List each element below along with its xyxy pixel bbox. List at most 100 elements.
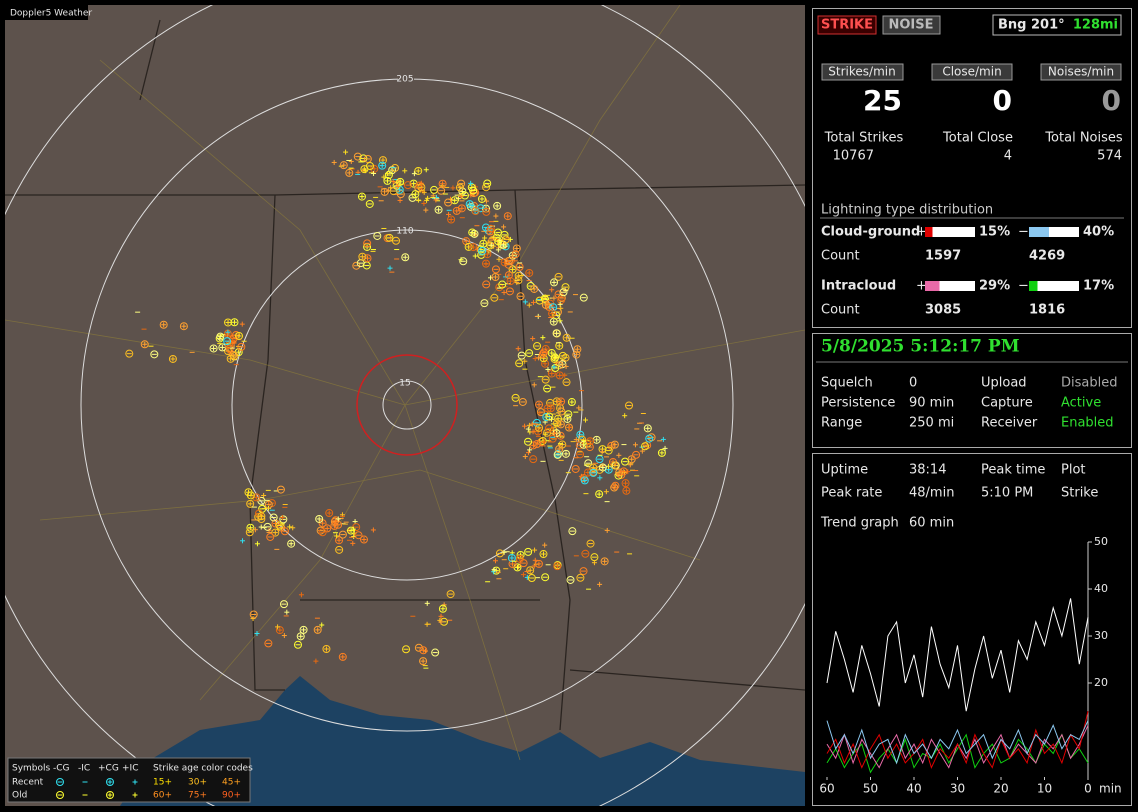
strike bbox=[354, 531, 363, 540]
strike-button-label[interactable]: STRIKE bbox=[821, 18, 873, 33]
strike bbox=[660, 436, 666, 442]
noise-button[interactable] bbox=[882, 15, 941, 35]
strike-ring bbox=[541, 300, 550, 309]
strike bbox=[468, 180, 474, 186]
sign: − bbox=[1018, 225, 1029, 240]
noise-button-label[interactable]: NOISE bbox=[888, 18, 933, 33]
strike bbox=[459, 257, 468, 266]
strike bbox=[266, 532, 275, 541]
strike bbox=[423, 207, 429, 213]
strike bbox=[279, 515, 285, 521]
strike-ring bbox=[492, 566, 501, 575]
strike bbox=[419, 646, 428, 655]
strike-ring bbox=[555, 361, 564, 370]
strike-ring bbox=[576, 573, 585, 582]
strike-ring bbox=[246, 499, 255, 508]
strike-ring bbox=[498, 280, 507, 289]
strike bbox=[555, 371, 564, 380]
legend-age: 90+ bbox=[222, 791, 241, 801]
strike bbox=[397, 197, 403, 203]
gulf bbox=[120, 676, 805, 806]
legend-type: +CG bbox=[98, 764, 119, 774]
strike-ring bbox=[419, 646, 428, 655]
strike bbox=[249, 610, 258, 619]
strike-ring bbox=[481, 223, 490, 232]
strike bbox=[298, 592, 304, 598]
strike bbox=[511, 393, 520, 402]
x-tick-label: 50 bbox=[863, 782, 878, 796]
strike bbox=[557, 301, 563, 307]
strike-ring bbox=[580, 476, 589, 485]
strike-ring bbox=[584, 459, 593, 468]
strike bbox=[539, 348, 548, 357]
strike bbox=[598, 463, 607, 472]
strike bbox=[245, 528, 254, 537]
strike-ring bbox=[271, 519, 280, 528]
strike bbox=[525, 450, 531, 456]
strike bbox=[471, 207, 480, 216]
legend-type: -IC bbox=[78, 764, 90, 774]
trend-line bbox=[826, 720, 1089, 765]
strike bbox=[535, 296, 544, 305]
percent: 15% bbox=[979, 225, 1010, 240]
strike-ring bbox=[287, 539, 296, 548]
strike-ring bbox=[363, 254, 372, 263]
strike bbox=[515, 554, 524, 563]
rate-label: Close/min bbox=[942, 65, 1001, 79]
strike-ring bbox=[540, 294, 549, 303]
strike bbox=[226, 354, 235, 363]
strike bbox=[524, 547, 533, 556]
strike-ring bbox=[313, 625, 322, 634]
strike bbox=[526, 566, 535, 575]
strike-ring bbox=[495, 283, 504, 292]
legend-age: 75+ bbox=[188, 791, 207, 801]
strike bbox=[483, 179, 492, 188]
strike bbox=[284, 609, 290, 615]
strike bbox=[446, 211, 452, 217]
strike bbox=[106, 791, 114, 799]
strike-ring bbox=[444, 198, 453, 207]
strike-ring bbox=[557, 296, 566, 305]
strike-ring bbox=[539, 348, 548, 357]
strike bbox=[339, 161, 348, 170]
strike bbox=[599, 449, 605, 455]
strike bbox=[582, 417, 588, 423]
strike bbox=[619, 467, 628, 476]
strike-ring bbox=[56, 791, 64, 799]
strike bbox=[591, 560, 597, 566]
strike bbox=[545, 367, 551, 373]
strike bbox=[258, 524, 264, 530]
strike-ring bbox=[539, 354, 548, 363]
strike-ring bbox=[370, 164, 379, 173]
strike-ring bbox=[402, 645, 411, 654]
strike-ring bbox=[396, 177, 405, 186]
strike bbox=[401, 253, 410, 262]
strike bbox=[568, 527, 577, 536]
strike bbox=[254, 630, 260, 636]
ring-label: 205 bbox=[396, 75, 413, 85]
strike-ring bbox=[516, 292, 525, 301]
strike bbox=[330, 521, 339, 530]
strike-ring bbox=[269, 513, 278, 522]
strike-ring bbox=[168, 354, 177, 363]
strike bbox=[458, 193, 464, 199]
strike bbox=[338, 530, 347, 539]
x-tick-label: 0 bbox=[1084, 782, 1092, 796]
trend-line bbox=[826, 711, 1089, 769]
strike bbox=[525, 426, 531, 432]
map: 205 110 15 Doppler5 Weather Symbols -CG … bbox=[5, 5, 805, 806]
strike bbox=[254, 541, 260, 547]
setting-label: Receiver bbox=[981, 416, 1038, 431]
strike-ring bbox=[564, 410, 573, 419]
strike bbox=[552, 430, 558, 436]
strike-ring bbox=[525, 268, 534, 277]
strike-ring bbox=[561, 449, 570, 458]
strike bbox=[318, 519, 327, 528]
strike-ring bbox=[539, 550, 548, 559]
strike-ring bbox=[534, 559, 543, 568]
strike bbox=[541, 439, 547, 445]
strike bbox=[513, 563, 522, 572]
strike bbox=[491, 234, 497, 240]
strike bbox=[363, 154, 372, 163]
strike-button[interactable] bbox=[817, 15, 877, 35]
